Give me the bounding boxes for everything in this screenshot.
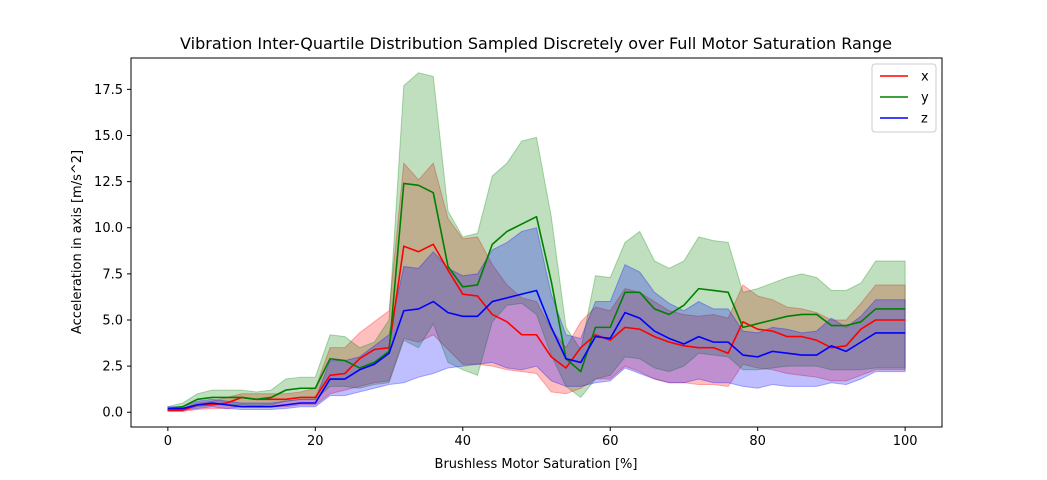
- y-tick-label: 10.0: [94, 221, 123, 236]
- legend-label-y: y: [921, 91, 929, 106]
- x-tick-label: 20: [307, 434, 324, 449]
- x-tick-label: 100: [893, 434, 918, 449]
- chart-title: Vibration Inter-Quartile Distribution Sa…: [180, 34, 892, 53]
- y-tick-label: 7.5: [102, 267, 123, 282]
- plot-background: [131, 58, 942, 427]
- iqr-band-y: [167, 72, 906, 411]
- x-axis-label: Brushless Motor Saturation [%]: [435, 457, 638, 472]
- legend: xyz: [871, 63, 937, 133]
- y-axis-label: Acceleration in axis [m/s^2]: [70, 150, 85, 334]
- median-line-y: [167, 182, 906, 410]
- x-tick-label: 80: [749, 434, 766, 449]
- plot-frame: [130, 57, 943, 428]
- legend-label-z: z: [921, 112, 928, 127]
- legend-frame: [871, 63, 937, 133]
- legend-label-x: x: [921, 70, 929, 85]
- median-line-z: [167, 289, 906, 410]
- y-tick-label: 2.5: [102, 360, 123, 375]
- y-tick-label: 15.0: [94, 129, 123, 144]
- x-tick-label: 0: [164, 434, 172, 449]
- iqr-band-x: [167, 161, 906, 412]
- y-axis-ticks: 0.0 2.5 5.0 7.5 10.0 12.5 15.0 17.5: [94, 83, 131, 421]
- x-tick-label: 40: [454, 434, 471, 449]
- x-axis-ticks: 0 20 40 60 80 100: [164, 427, 918, 449]
- x-tick-label: 60: [602, 434, 619, 449]
- median-line-x: [167, 243, 906, 412]
- y-tick-label: 0.0: [102, 406, 123, 421]
- median-lines: [167, 182, 906, 412]
- y-tick-label: 17.5: [94, 83, 123, 98]
- y-tick-label: 12.5: [94, 175, 123, 190]
- y-tick-label: 5.0: [102, 313, 123, 328]
